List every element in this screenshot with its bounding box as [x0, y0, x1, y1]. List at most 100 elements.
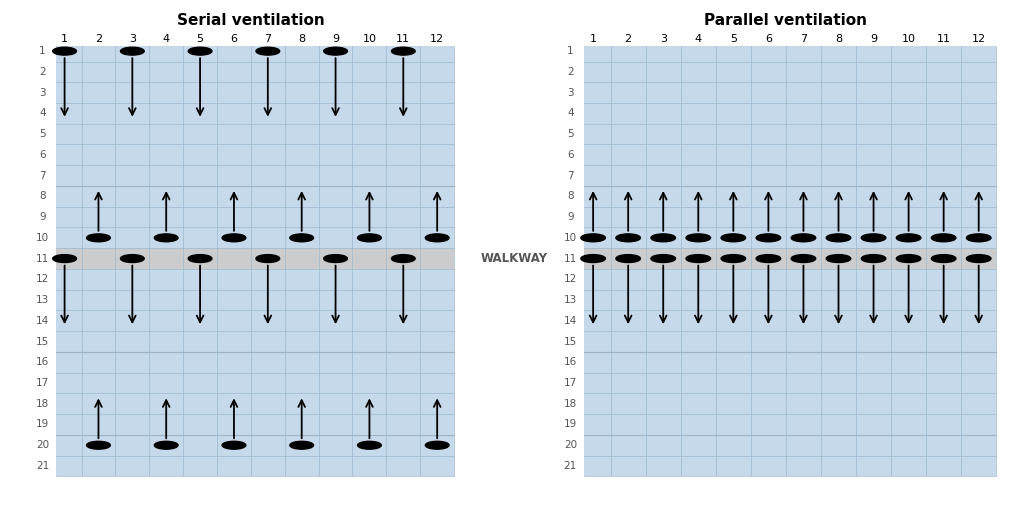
- Text: 10: 10: [362, 34, 377, 44]
- Ellipse shape: [52, 255, 77, 263]
- Text: 4: 4: [39, 108, 46, 118]
- Ellipse shape: [425, 234, 449, 242]
- Ellipse shape: [686, 234, 711, 242]
- Text: 2: 2: [95, 34, 102, 44]
- Text: 18: 18: [564, 399, 577, 409]
- Text: 1: 1: [590, 34, 597, 44]
- Text: 17: 17: [564, 378, 577, 388]
- Text: WALKWAY: WALKWAY: [481, 252, 548, 265]
- Text: 16: 16: [36, 357, 49, 367]
- Text: 9: 9: [567, 212, 573, 222]
- Ellipse shape: [357, 441, 381, 449]
- Text: 6: 6: [765, 34, 772, 44]
- Text: 7: 7: [264, 34, 271, 44]
- Text: 3: 3: [567, 88, 573, 98]
- Ellipse shape: [826, 234, 851, 242]
- Text: 6: 6: [39, 150, 46, 160]
- Ellipse shape: [792, 234, 816, 242]
- Text: 10: 10: [901, 34, 915, 44]
- Text: 2: 2: [567, 67, 573, 77]
- Text: 12: 12: [972, 34, 986, 44]
- Text: 4: 4: [567, 108, 573, 118]
- Ellipse shape: [896, 234, 921, 242]
- Text: 9: 9: [39, 212, 46, 222]
- Ellipse shape: [87, 234, 111, 242]
- Text: 4: 4: [163, 34, 170, 44]
- Ellipse shape: [425, 441, 449, 449]
- FancyBboxPatch shape: [56, 46, 454, 477]
- Ellipse shape: [932, 234, 956, 242]
- Text: 21: 21: [564, 461, 577, 471]
- Ellipse shape: [121, 47, 144, 55]
- Text: 5: 5: [197, 34, 204, 44]
- Ellipse shape: [256, 255, 280, 263]
- Ellipse shape: [121, 255, 144, 263]
- Text: 20: 20: [564, 440, 577, 450]
- Text: 3: 3: [39, 88, 46, 98]
- Text: 11: 11: [564, 254, 577, 264]
- Text: 14: 14: [36, 316, 49, 326]
- Text: 9: 9: [870, 34, 878, 44]
- Ellipse shape: [581, 234, 605, 242]
- Text: 6: 6: [230, 34, 238, 44]
- Ellipse shape: [615, 255, 640, 263]
- Ellipse shape: [256, 47, 280, 55]
- Text: 12: 12: [430, 34, 444, 44]
- Text: 13: 13: [564, 295, 577, 305]
- Ellipse shape: [222, 234, 246, 242]
- Ellipse shape: [357, 234, 381, 242]
- Text: 5: 5: [39, 129, 46, 139]
- Text: 18: 18: [36, 399, 49, 409]
- Ellipse shape: [615, 234, 640, 242]
- Text: 11: 11: [36, 254, 49, 264]
- Ellipse shape: [861, 255, 886, 263]
- Text: 1: 1: [61, 34, 68, 44]
- Ellipse shape: [826, 255, 851, 263]
- Ellipse shape: [721, 234, 745, 242]
- Ellipse shape: [391, 255, 415, 263]
- Text: 5: 5: [567, 129, 573, 139]
- Text: 13: 13: [36, 295, 49, 305]
- Ellipse shape: [324, 255, 347, 263]
- Ellipse shape: [756, 255, 780, 263]
- Ellipse shape: [756, 234, 780, 242]
- Text: 15: 15: [564, 337, 577, 346]
- Ellipse shape: [581, 255, 605, 263]
- Ellipse shape: [932, 255, 956, 263]
- Ellipse shape: [391, 47, 415, 55]
- Text: 8: 8: [567, 191, 573, 201]
- Ellipse shape: [188, 255, 212, 263]
- Text: 14: 14: [564, 316, 577, 326]
- Text: 5: 5: [730, 34, 737, 44]
- Text: 10: 10: [36, 233, 49, 243]
- Text: 3: 3: [129, 34, 136, 44]
- Text: 11: 11: [396, 34, 411, 44]
- Text: 4: 4: [694, 34, 701, 44]
- Text: 7: 7: [39, 171, 46, 180]
- Ellipse shape: [188, 47, 212, 55]
- Text: 9: 9: [332, 34, 339, 44]
- Text: 21: 21: [36, 461, 49, 471]
- Ellipse shape: [967, 255, 991, 263]
- Text: 7: 7: [567, 171, 573, 180]
- Bar: [56, 248, 454, 269]
- Text: 1: 1: [567, 46, 573, 56]
- Text: 8: 8: [39, 191, 46, 201]
- Ellipse shape: [861, 234, 886, 242]
- Text: 11: 11: [937, 34, 950, 44]
- Text: 8: 8: [835, 34, 842, 44]
- Text: 2: 2: [625, 34, 632, 44]
- Ellipse shape: [52, 47, 77, 55]
- Ellipse shape: [324, 47, 347, 55]
- Ellipse shape: [651, 255, 676, 263]
- Text: 12: 12: [36, 274, 49, 284]
- Ellipse shape: [721, 255, 745, 263]
- Ellipse shape: [896, 255, 921, 263]
- Text: 2: 2: [39, 67, 46, 77]
- Text: 12: 12: [564, 274, 577, 284]
- Title: Serial ventilation: Serial ventilation: [177, 13, 325, 28]
- FancyBboxPatch shape: [585, 46, 996, 477]
- Ellipse shape: [290, 441, 313, 449]
- Ellipse shape: [222, 441, 246, 449]
- Text: 7: 7: [800, 34, 807, 44]
